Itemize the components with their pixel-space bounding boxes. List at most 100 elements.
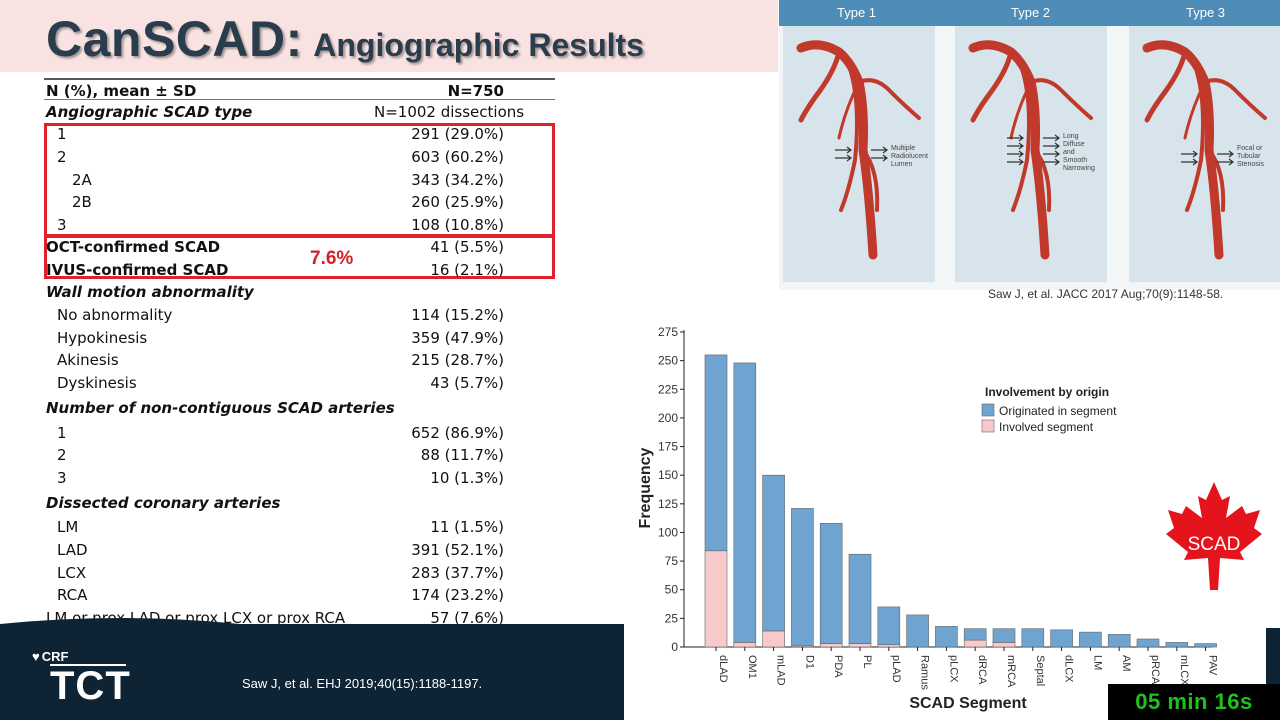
table-row: LM 11 (1.5%) [44, 516, 555, 538]
bar-involved-dRCA [963, 639, 987, 648]
arrow-icon [1217, 150, 1234, 158]
row-label: 2A [72, 171, 92, 189]
row-value: 359 (47.9%) [411, 329, 504, 347]
row-label: OCT-confirmed SCAD [46, 238, 221, 256]
arrow-icon [1217, 158, 1234, 166]
timer-display: 05 min 16s [1108, 684, 1280, 720]
type-annotation: Narrowing [1063, 165, 1095, 172]
bar-originated-LM [1079, 631, 1102, 648]
imaging-highlight-box [44, 235, 555, 279]
type-1-panel [783, 26, 935, 282]
citation-jacc: Saw J, et al. JACC 2017 Aug;70(9):1148-5… [988, 287, 1224, 301]
arrow-icon [1007, 158, 1024, 166]
artery-branch [1207, 148, 1226, 212]
type-annotation: Focal or [1237, 145, 1263, 152]
row-label: Number of non-contiguous SCAD arteries [46, 399, 395, 417]
x-tick-label: pLCX [947, 655, 959, 683]
canada-maple-leaf-logo: SCAD [1166, 482, 1262, 590]
x-tick-label: PDA [832, 655, 844, 678]
x-tick-label: OM1 [746, 655, 758, 679]
type-3-panel [1129, 26, 1280, 282]
bar-involved-mRCA [992, 642, 1016, 648]
x-tick-label: PL [861, 655, 873, 668]
y-tick-label: 50 [665, 583, 679, 597]
arrow-icon [1181, 158, 1198, 166]
type-annotation: Multiple [891, 145, 915, 152]
heart-icon: ♥ [32, 649, 40, 664]
type-annotation: Tubular [1237, 153, 1261, 160]
row-value: 291 (29.0%) [411, 125, 504, 143]
row-label: RCA [57, 586, 88, 604]
row-value: 41 (5.5%) [430, 238, 504, 256]
table-row: Akinesis 215 (28.7%) [44, 349, 555, 371]
row-value: 10 (1.3%) [430, 469, 504, 487]
x-tick-label: Ramus [919, 655, 931, 690]
x-tick-label: dLAD [717, 655, 729, 683]
bar-originated-dRCA [963, 628, 987, 641]
table-row: 2B 260 (25.9%) [44, 191, 555, 213]
table-row: RCA 174 (23.2%) [44, 584, 555, 606]
arrow-icon [871, 154, 888, 162]
artery-branch [1033, 148, 1052, 212]
row-value: 283 (37.7%) [411, 564, 504, 582]
table-row: Hypokinesis 359 (47.9%) [44, 327, 555, 349]
legend-label-originated: Originated in segment [999, 404, 1117, 418]
artery-branch [1183, 80, 1207, 140]
artery-branch [1144, 49, 1188, 123]
scad-types-illustration: Type 1 Type 2 Type 3 Multiple Radiolucent… [779, 0, 1280, 290]
table-row: Number of non-contiguous SCAD arteries [44, 397, 555, 419]
type-annotation: Lumen [891, 161, 913, 168]
legend-label-involved: Involved segment [999, 420, 1094, 434]
tct-logo-rule [50, 664, 126, 666]
arrow-icon [835, 146, 852, 154]
bar-involved-mLAD [762, 630, 785, 648]
header-label: N (%), mean ± SD [46, 82, 197, 100]
table-row: Dissected coronary arteries [44, 492, 555, 514]
row-label: 2 [57, 446, 67, 464]
y-tick-label: 0 [671, 640, 678, 654]
x-axis-title: SCAD Segment [909, 695, 1027, 712]
row-value: 108 (10.8%) [411, 216, 504, 234]
row-label: Dissected coronary arteries [46, 494, 281, 512]
header-value: N=750 [447, 82, 504, 100]
artery-branch [796, 40, 878, 260]
y-tick-label: 250 [658, 354, 678, 368]
bar-originated-D1 [791, 508, 814, 647]
scad-segment-chart: 0 25 50 75 100 125 150 175 200 225 250 275 dLAD OM1 mL… [637, 325, 1219, 712]
type-2-label: Type 2 [1011, 5, 1051, 20]
tct-logo: TCT [50, 664, 131, 708]
row-value: 603 (60.2%) [411, 148, 504, 166]
table-header: N (%), mean ± SD N=750 [44, 78, 555, 100]
row-label: 3 [57, 469, 67, 487]
artery-branch [968, 40, 1050, 260]
arrow-icon [835, 154, 852, 162]
bar-involved-dLAD [704, 550, 728, 648]
x-tick-label: pRCA [1149, 655, 1161, 685]
arrow-icon [1043, 134, 1060, 142]
arrow-icon [1043, 158, 1060, 166]
x-tick-label: AM [1120, 655, 1132, 672]
bar-originated-mLCX [1165, 642, 1189, 648]
table-row: 2 603 (60.2%) [44, 146, 555, 168]
x-tick-label: mLCX [1178, 655, 1190, 686]
title-band [0, 0, 778, 72]
row-label: 1 [57, 125, 67, 143]
table-row: Angiographic SCAD type N=1002 dissections [44, 101, 555, 123]
row-value: 343 (34.2%) [411, 171, 504, 189]
type-annotation: and [1063, 149, 1075, 156]
bar-originated-AM [1107, 634, 1131, 648]
y-tick-label: 150 [658, 468, 678, 482]
x-tick-label: PAV [1207, 655, 1219, 676]
bar-involved-PL [848, 643, 872, 648]
legend-title: Involvement by origin [985, 385, 1109, 399]
slide-title: CanSCAD: Angiographic Results [46, 10, 644, 68]
row-label: Hypokinesis [57, 329, 148, 347]
arrow-icon [871, 146, 888, 154]
title-sub: Angiographic Results [313, 27, 644, 63]
x-tick-label: Septal [1034, 655, 1046, 686]
table-row: Dyskinesis 43 (5.7%) [44, 372, 555, 394]
artery-branch [1029, 78, 1093, 120]
row-value: 88 (11.7%) [420, 446, 504, 464]
table-row: 3 10 (1.3%) [44, 467, 555, 489]
